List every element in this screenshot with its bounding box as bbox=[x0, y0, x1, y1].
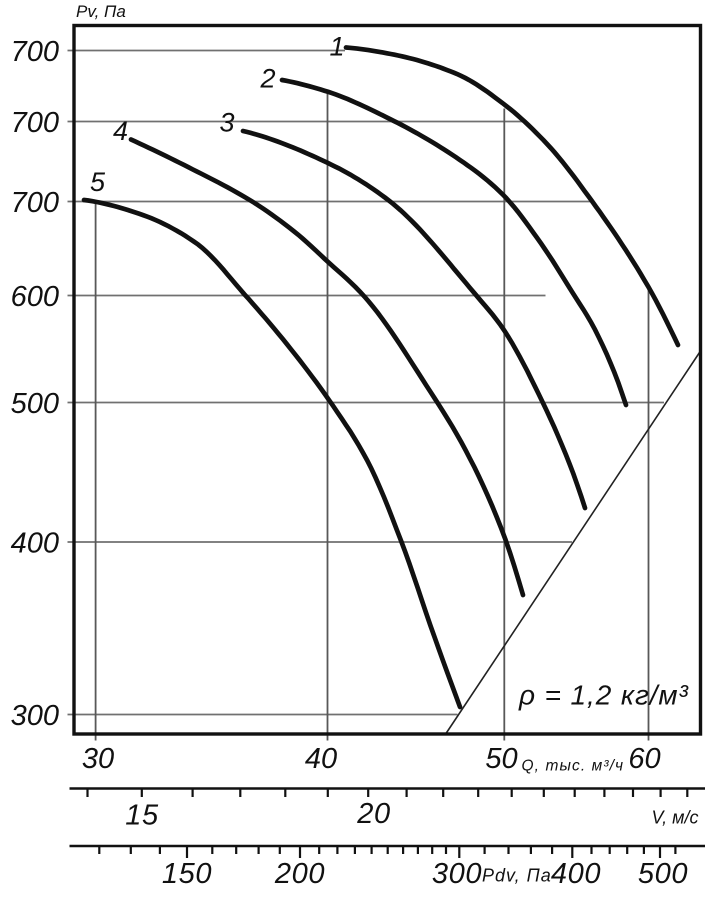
svg-text:500: 500 bbox=[638, 858, 688, 890]
svg-text:Pdv, Па: Pdv, Па bbox=[482, 866, 552, 886]
svg-text:300: 300 bbox=[11, 700, 59, 732]
svg-text:V, м/с: V, м/с bbox=[651, 808, 698, 828]
svg-text:400: 400 bbox=[551, 858, 601, 890]
svg-text:50: 50 bbox=[485, 743, 517, 775]
svg-text:600: 600 bbox=[11, 281, 59, 313]
svg-text:200: 200 bbox=[274, 858, 325, 890]
svg-text:60: 60 bbox=[628, 743, 660, 775]
svg-text:4: 4 bbox=[113, 116, 128, 146]
svg-text:1: 1 bbox=[329, 32, 344, 62]
svg-text:5: 5 bbox=[90, 167, 106, 197]
svg-text:3: 3 bbox=[219, 108, 234, 138]
svg-text:20: 20 bbox=[356, 798, 390, 830]
svg-text:ρ = 1,2 кг/м³: ρ = 1,2 кг/м³ bbox=[518, 680, 689, 711]
svg-text:150: 150 bbox=[162, 858, 212, 890]
svg-text:2: 2 bbox=[259, 64, 275, 94]
svg-text:700: 700 bbox=[11, 107, 59, 139]
svg-text:40: 40 bbox=[305, 743, 337, 775]
svg-text:Q, тыс. м³/ч: Q, тыс. м³/ч bbox=[522, 758, 625, 775]
svg-text:30: 30 bbox=[82, 743, 114, 775]
svg-text:15: 15 bbox=[125, 800, 159, 832]
svg-text:700: 700 bbox=[11, 36, 59, 68]
svg-text:500: 500 bbox=[11, 388, 59, 420]
svg-text:300: 300 bbox=[432, 858, 482, 890]
svg-text:Pv, Па: Pv, Па bbox=[76, 2, 126, 21]
svg-text:700: 700 bbox=[11, 187, 59, 219]
svg-text:400: 400 bbox=[11, 528, 59, 560]
